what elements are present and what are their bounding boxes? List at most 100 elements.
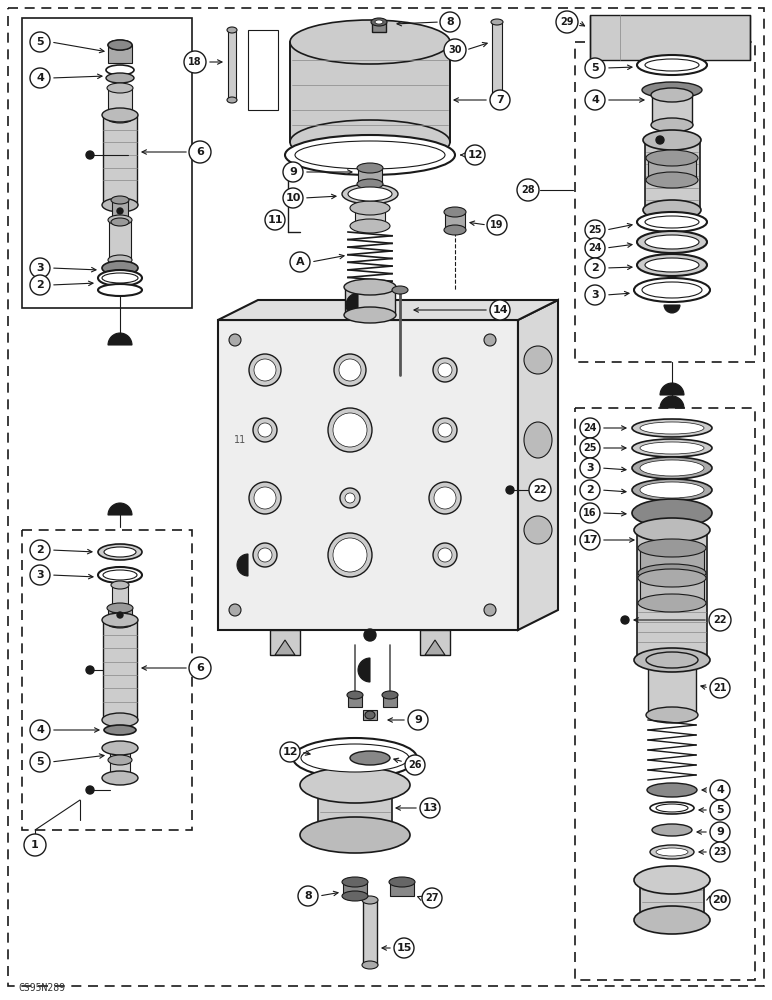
Bar	[640, 548, 704, 573]
Circle shape	[254, 487, 276, 509]
Bar	[109, 220, 131, 260]
Bar	[228, 30, 236, 100]
Text: 2: 2	[586, 485, 594, 495]
Ellipse shape	[650, 802, 694, 814]
Circle shape	[580, 458, 600, 478]
Text: 4: 4	[36, 725, 44, 735]
Text: 3: 3	[36, 263, 44, 273]
Ellipse shape	[389, 877, 415, 887]
Ellipse shape	[102, 261, 138, 275]
Text: 12: 12	[467, 150, 482, 160]
Bar	[652, 95, 692, 125]
Ellipse shape	[227, 97, 237, 103]
Ellipse shape	[638, 539, 706, 557]
Ellipse shape	[103, 570, 137, 580]
Polygon shape	[275, 640, 295, 655]
Ellipse shape	[107, 603, 133, 613]
Circle shape	[422, 888, 442, 908]
Ellipse shape	[491, 94, 503, 100]
Ellipse shape	[108, 40, 132, 50]
Text: 16: 16	[584, 508, 597, 518]
Circle shape	[328, 408, 372, 452]
Circle shape	[345, 493, 355, 503]
Circle shape	[710, 800, 730, 820]
Wedge shape	[237, 554, 248, 576]
Bar	[103, 115, 137, 205]
Circle shape	[333, 413, 367, 447]
Text: 27: 27	[425, 893, 438, 903]
Bar	[637, 530, 707, 660]
Polygon shape	[518, 300, 558, 630]
Text: 5: 5	[36, 37, 44, 47]
Bar	[218, 320, 518, 630]
Bar	[112, 585, 128, 610]
Ellipse shape	[632, 499, 712, 527]
Ellipse shape	[646, 150, 698, 166]
Circle shape	[585, 285, 605, 305]
Ellipse shape	[634, 866, 710, 894]
Ellipse shape	[362, 896, 378, 904]
Circle shape	[438, 548, 452, 562]
Text: 6: 6	[196, 663, 204, 673]
Circle shape	[253, 418, 277, 442]
Ellipse shape	[350, 219, 390, 233]
Text: 12: 12	[283, 747, 298, 757]
Circle shape	[444, 39, 466, 61]
Ellipse shape	[348, 187, 392, 201]
Ellipse shape	[652, 824, 692, 836]
Ellipse shape	[98, 270, 142, 286]
Ellipse shape	[98, 544, 142, 560]
Ellipse shape	[491, 19, 503, 25]
Circle shape	[339, 359, 361, 381]
Ellipse shape	[98, 567, 142, 583]
Text: 5: 5	[591, 63, 599, 73]
Wedge shape	[664, 305, 680, 313]
Bar	[355, 208, 385, 226]
Ellipse shape	[295, 141, 445, 169]
Bar	[348, 695, 362, 707]
Text: 4: 4	[36, 73, 44, 83]
Text: 8: 8	[446, 17, 454, 27]
Circle shape	[328, 533, 372, 577]
Circle shape	[580, 530, 600, 550]
Ellipse shape	[371, 18, 387, 26]
Ellipse shape	[650, 845, 694, 859]
Circle shape	[556, 11, 578, 33]
Bar	[390, 882, 414, 896]
Polygon shape	[218, 300, 558, 320]
Circle shape	[258, 548, 272, 562]
Circle shape	[253, 543, 277, 567]
Ellipse shape	[108, 755, 132, 765]
Ellipse shape	[350, 201, 390, 215]
Ellipse shape	[357, 179, 383, 189]
Ellipse shape	[362, 961, 378, 969]
Ellipse shape	[102, 108, 138, 122]
Ellipse shape	[656, 804, 688, 812]
Ellipse shape	[645, 216, 699, 228]
Circle shape	[290, 252, 310, 272]
Ellipse shape	[524, 516, 552, 544]
Bar	[108, 608, 132, 623]
Ellipse shape	[300, 817, 410, 853]
Ellipse shape	[106, 73, 134, 83]
Ellipse shape	[632, 457, 712, 479]
Text: 9: 9	[289, 167, 297, 177]
Circle shape	[580, 438, 600, 458]
Wedge shape	[108, 503, 132, 515]
Circle shape	[585, 220, 605, 240]
Circle shape	[490, 300, 510, 320]
Ellipse shape	[392, 286, 408, 294]
Circle shape	[710, 842, 730, 862]
Circle shape	[710, 678, 730, 698]
Circle shape	[438, 423, 452, 437]
Ellipse shape	[640, 442, 704, 454]
Ellipse shape	[642, 282, 702, 298]
Ellipse shape	[344, 279, 396, 295]
Bar	[420, 630, 450, 655]
Ellipse shape	[227, 27, 237, 33]
Text: 29: 29	[560, 17, 574, 27]
Circle shape	[580, 480, 600, 500]
Circle shape	[30, 565, 50, 585]
Circle shape	[580, 418, 600, 438]
Ellipse shape	[342, 184, 398, 204]
